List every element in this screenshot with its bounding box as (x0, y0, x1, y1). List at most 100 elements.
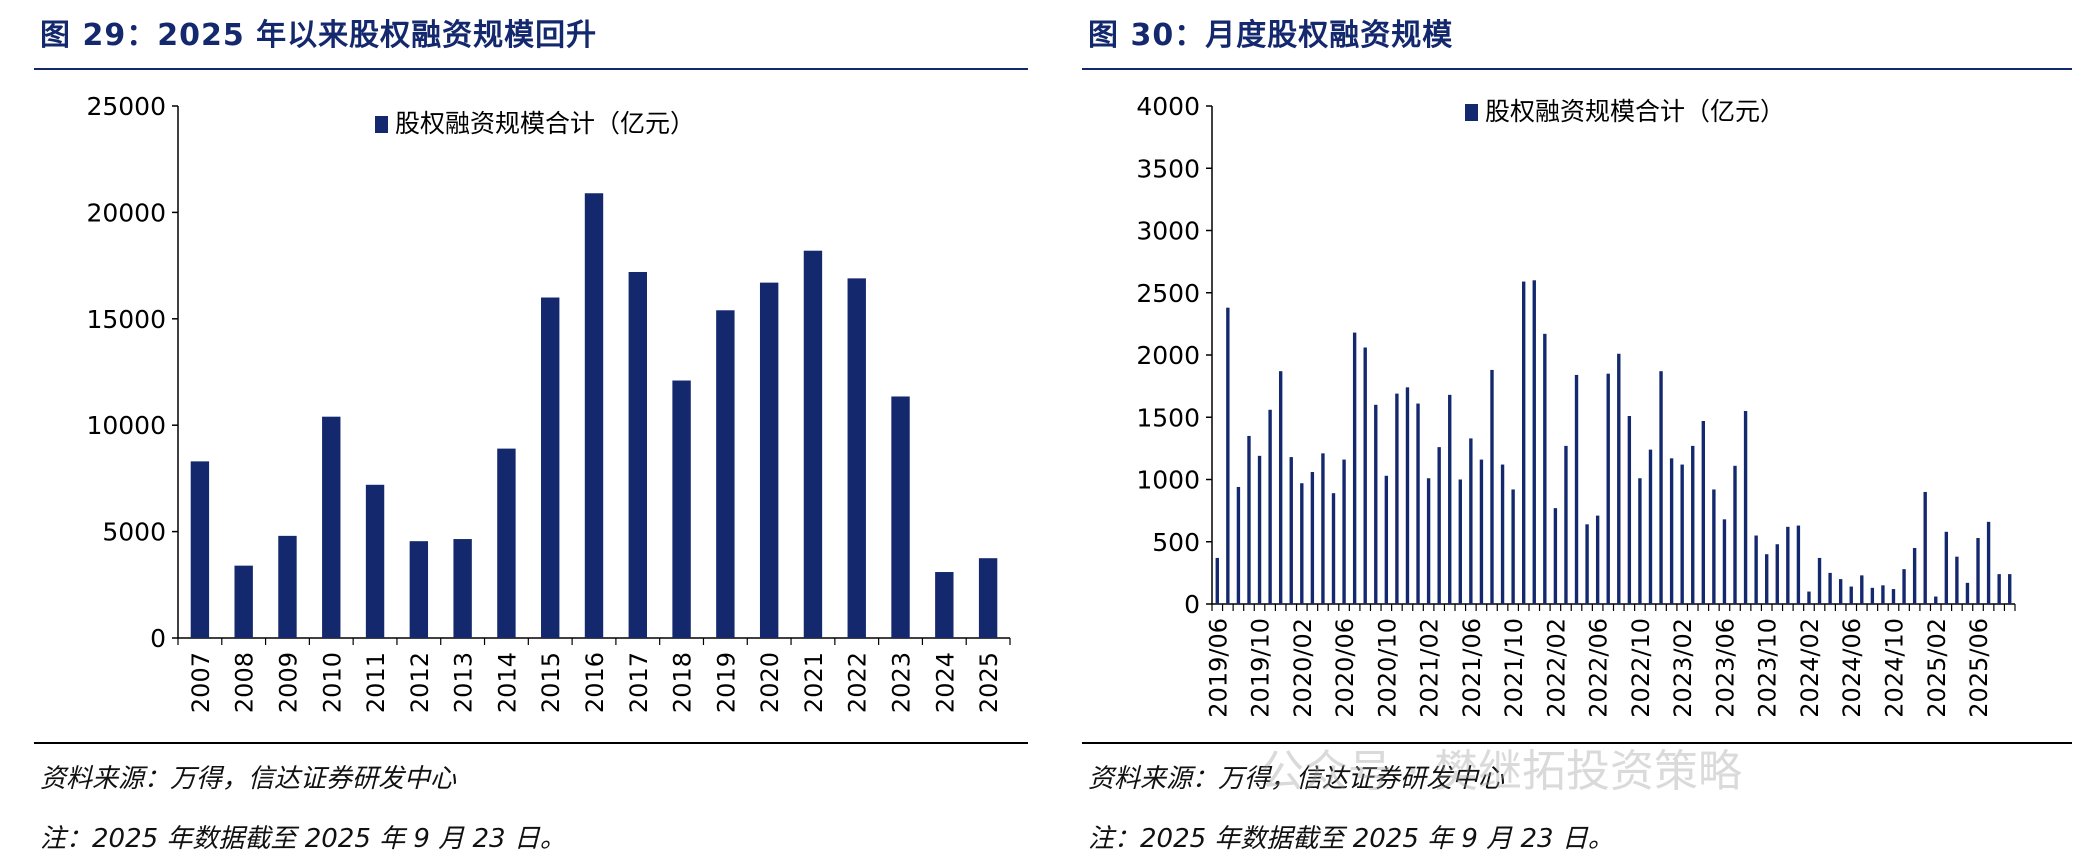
y-tick-label: 20000 (86, 198, 166, 227)
x-tick-label: 2019 (712, 652, 740, 713)
figure-30-legend: 股权融资规模合计（亿元） (1465, 97, 1785, 126)
bar-2025/07 (1986, 521, 1991, 604)
bar-2021/03 (1437, 447, 1441, 604)
figure-30-source: 资料来源：万得，信达证券研发中心 (1088, 764, 1505, 794)
bar-2024/10 (1891, 589, 1896, 604)
bar-2023/11 (1775, 544, 1779, 604)
y-tick-label: 3000 (1136, 217, 1200, 246)
bar-2015 (541, 297, 560, 638)
x-tick-label: 2018 (669, 652, 697, 713)
bar-2024/05 (1838, 579, 1843, 604)
figure-30-bottom-rule (1082, 742, 2072, 744)
x-tick-label: 2009 (274, 652, 302, 713)
bar-2016 (584, 193, 604, 639)
bar-2023/09 (1754, 535, 1758, 604)
bar-2008 (234, 565, 253, 638)
bar-2020/02 (1300, 483, 1304, 604)
figure-30-bars (1215, 280, 2012, 604)
x-tick-label: 2022/10 (1627, 618, 1655, 718)
bar-2021/07 (1479, 459, 1484, 604)
bar-2024/12 (1912, 547, 1917, 604)
bar-2024/08 (1870, 587, 1875, 604)
y-tick-label: 1500 (1136, 403, 1200, 432)
bar-2019/10 (1257, 455, 1262, 604)
bar-2024/03 (1817, 557, 1822, 604)
x-tick-label: 2023/02 (1669, 618, 1697, 718)
bar-2021/08 (1490, 369, 1494, 604)
bar-2021/10 (1511, 489, 1515, 604)
x-tick-label: 2010 (318, 652, 346, 713)
figure-29-bottom-rule (34, 742, 1028, 744)
bar-2021 (803, 250, 823, 639)
bar-2023/06 (1722, 519, 1727, 604)
x-tick-label: 2020/06 (1331, 618, 1359, 718)
figure-29-source: 资料来源：万得，信达证券研发中心 (40, 764, 457, 794)
x-tick-label: 2022 (844, 652, 872, 713)
bar-2020/05 (1331, 493, 1336, 604)
figure-30-x-ticks: 2019/06 2019/10 2020/02 2020/06 2020/10 2021/… (1204, 604, 2016, 718)
x-tick-label: 2011 (362, 652, 390, 713)
bar-2020/12 (1405, 387, 1410, 604)
bar-2023/02 (1680, 464, 1684, 604)
bar-2025/01 (1923, 491, 1927, 604)
figure-30-panel: 图 30：月度股权融资规模 股权融资规模合计（亿元） 0 500 1000 1500 2… (1060, 0, 2079, 856)
bar-2021/05 (1458, 479, 1462, 604)
bar-2025 (978, 558, 998, 638)
y-tick-label: 5000 (102, 518, 166, 547)
figure-29-note: 注：2025 年数据截至 2025 年 9 月 23 日。 (40, 824, 566, 854)
bar-2011 (365, 484, 385, 638)
bar-2021/04 (1448, 394, 1452, 604)
bar-2007 (190, 461, 210, 638)
figure-29-x-ticks: 2007 2008 2009 2010 2011 2012 2013 2014 2015 2016… (177, 638, 1011, 713)
bar-2023/10 (1765, 554, 1769, 604)
bar-2024/07 (1860, 575, 1864, 604)
bar-2022/06 (1595, 515, 1600, 604)
bar-2021/02 (1426, 478, 1431, 604)
figure-29-title: 图 29：2025 年以来股权融资规模回升 (40, 18, 598, 53)
x-tick-label: 2020/02 (1289, 618, 1317, 718)
bar-2020/01 (1289, 457, 1293, 604)
figure-29-bars (190, 193, 998, 639)
bar-2013 (453, 539, 472, 638)
bar-2023 (891, 396, 910, 638)
bar-2022 (847, 278, 866, 638)
bar-2024/11 (1902, 569, 1906, 604)
bar-2018 (672, 380, 691, 638)
bar-2017 (628, 271, 647, 638)
bar-2024 (935, 572, 954, 638)
x-tick-label: 2023/10 (1754, 618, 1782, 718)
x-tick-label: 2019/06 (1204, 618, 1232, 718)
bar-2023/04 (1701, 420, 1705, 604)
y-tick-label: 10000 (86, 411, 166, 440)
bar-2023/12 (1786, 526, 1790, 604)
bar-2022/01 (1543, 333, 1547, 604)
bar-2019/12 (1278, 371, 1283, 604)
x-tick-label: 2014 (493, 652, 521, 713)
bar-2025/02 (1934, 596, 1938, 604)
bar-2020 (759, 282, 779, 638)
bar-2024/09 (1881, 585, 1885, 604)
x-tick-label: 2024 (931, 652, 959, 713)
bar-2020/08 (1363, 347, 1367, 604)
bar-2022/05 (1585, 524, 1589, 604)
bar-2022/11 (1648, 449, 1653, 604)
y-tick-label: 25000 (86, 92, 166, 121)
x-tick-label: 2017 (625, 652, 653, 713)
bar-2023/01 (1669, 458, 1674, 604)
x-tick-label: 2025/06 (1965, 618, 1993, 718)
bar-2022/07 (1606, 373, 1610, 604)
bar-2021/06 (1469, 438, 1473, 604)
bar-2019/06 (1215, 557, 1219, 604)
figure-29-top-rule (34, 68, 1028, 70)
figure-30-legend-label: 股权融资规模合计（亿元） (1485, 97, 1785, 126)
y-tick-label: 500 (1152, 528, 1200, 557)
bar-2023/08 (1743, 411, 1748, 604)
bar-2024/04 (1828, 572, 1832, 604)
figure-30-legend-swatch (1465, 104, 1478, 121)
x-tick-label: 2024/06 (1838, 618, 1866, 718)
figure-30-bar-chart: 股权融资规模合计（亿元） 0 500 1000 1500 2000 2500 3000 350… (1136, 92, 2016, 718)
x-tick-label: 2016 (581, 652, 609, 713)
x-tick-label: 2022/02 (1542, 618, 1570, 718)
x-tick-label: 2021/02 (1416, 618, 1444, 718)
x-tick-label: 2023/06 (1711, 618, 1739, 718)
